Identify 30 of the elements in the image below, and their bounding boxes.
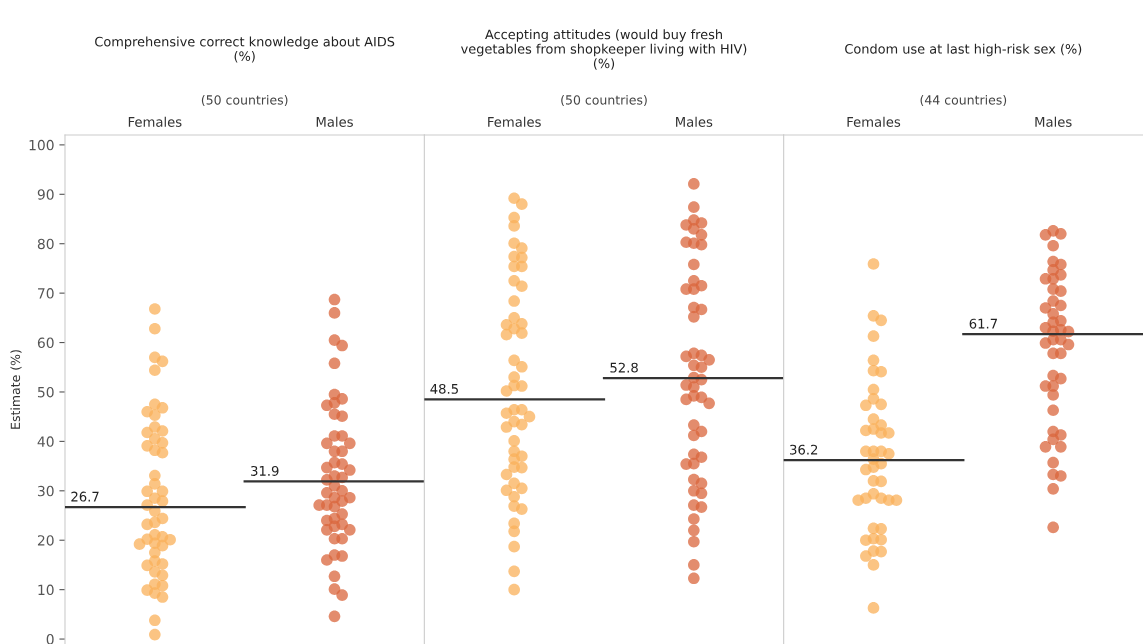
x-tick-label: Males — [316, 116, 353, 127]
chart-subtitle: (44 countries) — [920, 94, 1007, 107]
y-tick-label: 100 — [29, 139, 54, 151]
chart-title: Accepting attitudes (would buy fresh vegetables from shopkeeper living with HIV) (%) — [461, 29, 747, 70]
chart-subtitle: (50 countries) — [561, 94, 647, 107]
ref-line-label: 26.7 — [71, 491, 99, 502]
y-axis-title: Estimate (%) — [10, 350, 22, 429]
y-tick-label: 50 — [37, 386, 54, 398]
y-tick-label: 40 — [37, 436, 54, 447]
x-tick-label: Females — [847, 116, 901, 127]
y-tick-label: 80 — [37, 238, 54, 250]
chart-subtitle: (50 countries) — [201, 94, 288, 107]
y-tick-label: 70 — [38, 288, 54, 299]
ref-line-label: 36.2 — [790, 444, 818, 455]
ref-line-label: 52.8 — [610, 362, 638, 373]
y-tick-label: 10 — [38, 584, 54, 596]
x-tick-label: Males — [676, 116, 713, 127]
x-tick-label: Females — [128, 116, 182, 127]
y-tick-label: 60 — [37, 337, 54, 349]
y-tick-label: 0 — [46, 634, 54, 644]
y-tick-label: 90 — [37, 189, 54, 200]
x-tick-label: Males — [1035, 116, 1072, 127]
ref-line-label: 48.5 — [430, 383, 458, 394]
y-tick-label: 30 — [37, 485, 54, 497]
y-tick-label: 20 — [37, 535, 54, 546]
x-tick-label: Females — [488, 116, 541, 127]
ref-line-label: 31.9 — [251, 465, 279, 476]
chart-title: Comprehensive correct knowledge about AIDS (%) — [95, 36, 395, 63]
chart-title: Condom use at last high-risk sex (%) — [845, 43, 1082, 57]
ref-line-label: 61.7 — [969, 318, 997, 329]
